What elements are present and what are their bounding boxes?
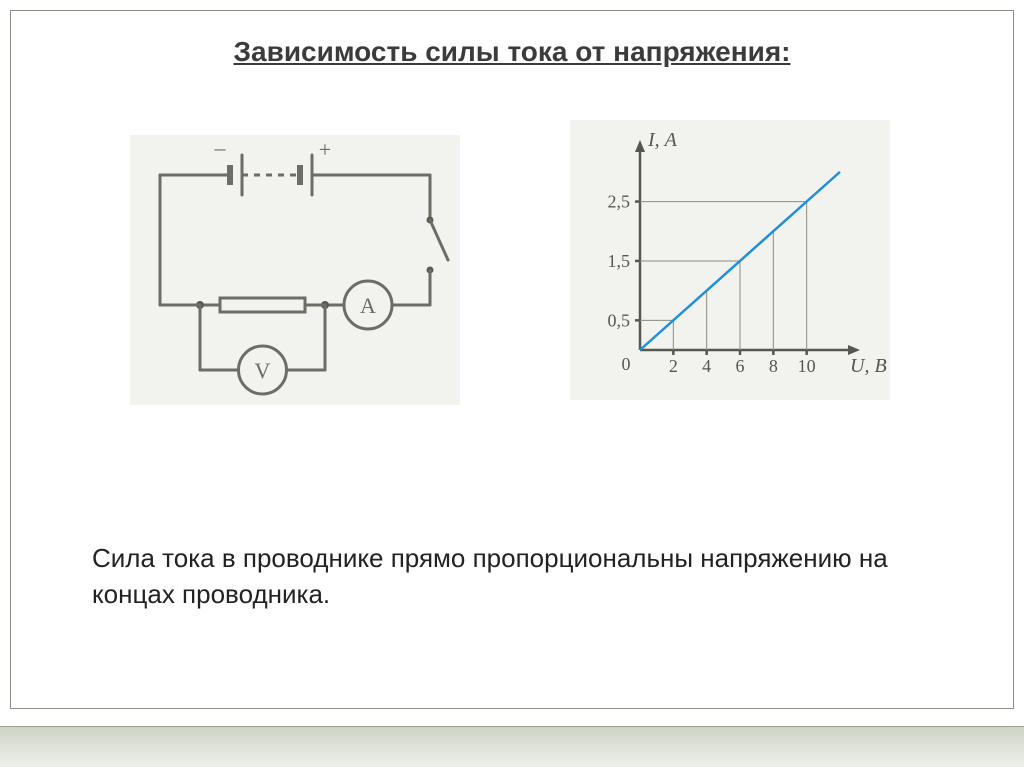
iv-chart: I, А U, В 0 0,5 1,5 2,5 2 4 6 8 10 [570, 120, 890, 400]
svg-text:0: 0 [622, 354, 631, 374]
circuit-diagram: – + A V [130, 135, 460, 405]
circuit-svg: – + A V [130, 135, 460, 405]
svg-text:1,5: 1,5 [608, 251, 631, 271]
chart-svg: I, А U, В 0 0,5 1,5 2,5 2 4 6 8 10 [570, 120, 890, 400]
svg-text:2,5: 2,5 [608, 192, 631, 212]
footer-decoration [0, 726, 1024, 767]
svg-text:V: V [255, 358, 271, 383]
body-paragraph: Сила тока в проводнике прямо пропорциона… [92, 540, 932, 613]
slide: Зависимость силы тока от напряжения: – + A… [0, 0, 1024, 767]
svg-text:8: 8 [769, 356, 778, 376]
svg-text:6: 6 [736, 356, 745, 376]
svg-text:10: 10 [798, 356, 816, 376]
svg-text:2: 2 [669, 356, 678, 376]
svg-text:–: – [214, 135, 227, 160]
svg-text:I, А: I, А [647, 129, 678, 151]
svg-text:+: + [319, 137, 331, 162]
svg-text:4: 4 [702, 356, 711, 376]
page-title: Зависимость силы тока от напряжения: [0, 36, 1024, 68]
svg-text:U, В: U, В [850, 355, 887, 377]
svg-text:A: A [360, 293, 376, 318]
figures-row: – + A V I, А U, В 0 0,5 1,5 2,5 2 4 6 8 10 [110, 110, 930, 430]
svg-text:0,5: 0,5 [608, 310, 631, 330]
